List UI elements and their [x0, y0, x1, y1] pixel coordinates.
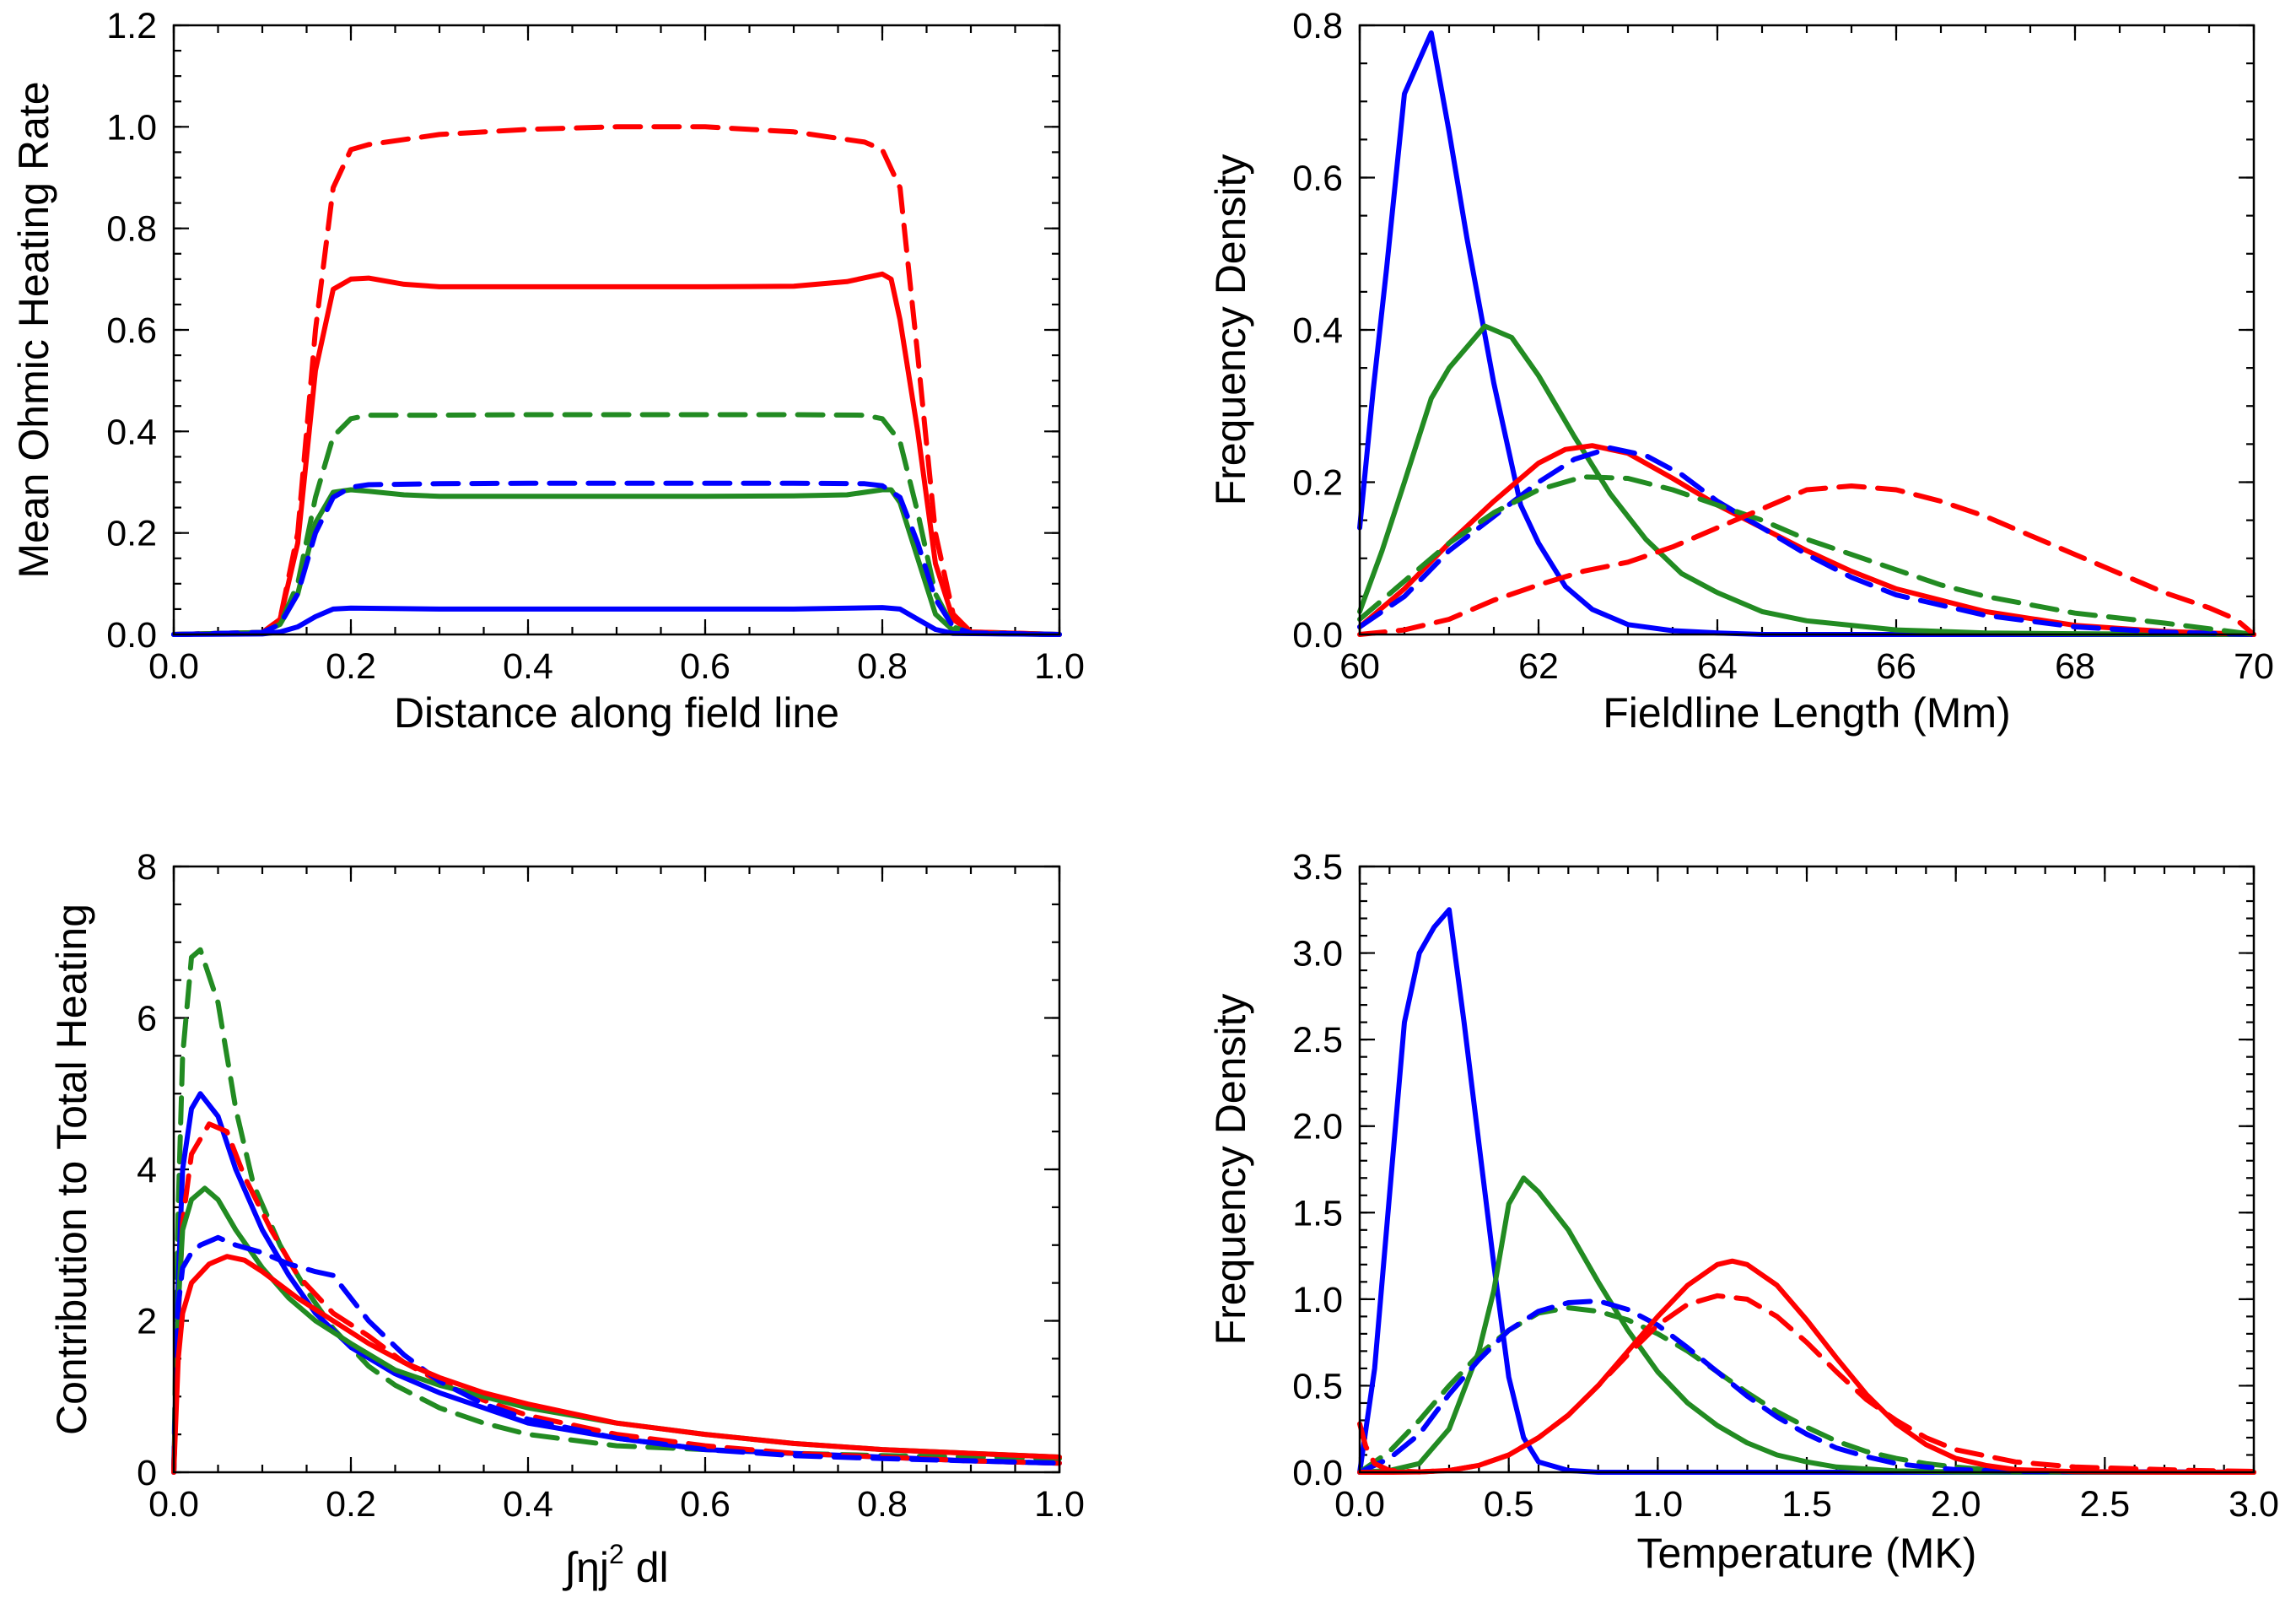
y-tick-label: 0.8	[1292, 6, 1343, 46]
series-line-red-dashed	[1357, 483, 2256, 637]
panel-ohmic-heating: 0.0 0.2 0.4 0.6 0.8 1.00.00.20.40.60.81.01.2 …	[10, 6, 1085, 737]
y-axis-label: Mean Ohmic Heating Rate	[10, 81, 57, 578]
x-tick-label: 64	[1697, 646, 1738, 687]
x-axis-label-superscript: 2	[609, 1539, 624, 1569]
series-line-red-dashed	[171, 124, 1062, 637]
y-tick-label: 0.5	[1292, 1366, 1343, 1406]
x-axis-label: Temperature (MK)	[1637, 1530, 1977, 1577]
x-tick-label: 62	[1518, 646, 1559, 687]
x-axis-label: Distance along field line	[394, 689, 839, 737]
y-tick-label: 2	[137, 1302, 157, 1342]
x-axis-label: ∫ηj2 dl	[562, 1539, 668, 1591]
series-line-red-solid	[171, 1254, 1062, 1475]
x-tick-label: 2.0	[1931, 1484, 1981, 1525]
series-line-green-dashed	[1357, 1305, 2256, 1475]
panel-temperature: 0.0 0.5 1.0 1.5 2.0 2.5 3.0 0.0 0.5 1.0 1.5 2.0 2.5 3…	[1207, 847, 2279, 1577]
y-tick-label: 0.4	[106, 412, 157, 452]
panel-heating-contribution-marks: 0.0 0.2 0.4 0.6 0.8 1.0 0 2 4 6 8	[137, 847, 1085, 1525]
x-tick-label: 60	[1339, 646, 1380, 687]
x-tick-label: 0.2	[326, 1484, 376, 1525]
panel-ohmic-heating-marks: 0.0 0.2 0.4 0.6 0.8 1.0 0.0 0.2 0.4 0.6 0.8 1.0 1.2	[106, 6, 1085, 687]
y-tick-label: 0.2	[1292, 463, 1343, 504]
x-tick-label: 1.0	[1632, 1484, 1683, 1525]
panel-fieldline-length: 60 62 64 66 68 70 0.0 0.2 0.4 0.6 0.8 Fieldline Le…	[1207, 6, 2274, 737]
x-tick-label: 0.6	[680, 1484, 730, 1525]
x-tick-label: 0.8	[857, 1484, 908, 1525]
y-tick-label: 8	[137, 847, 157, 888]
x-tick-label: 0.4	[503, 1484, 553, 1525]
y-tick-label: 2.5	[1292, 1020, 1343, 1061]
y-tick-label: 2.0	[1292, 1107, 1343, 1147]
x-tick-label: 3.0	[2229, 1484, 2279, 1525]
y-tick-label: 4	[137, 1150, 157, 1190]
series-line-green-dashed	[171, 412, 1062, 637]
x-tick-label: 1.0	[1034, 646, 1085, 687]
x-axis-label: Fieldline Length (Mm)	[1603, 689, 2011, 737]
x-tick-label: 1.5	[1781, 1484, 1832, 1525]
x-axis-label-main: ∫ηj	[562, 1544, 609, 1591]
y-tick-label: 0.0	[1292, 1453, 1343, 1493]
series-line-blue-solid	[1357, 30, 2256, 637]
y-tick-label: 1.0	[106, 107, 157, 148]
series-line-green-solid	[1357, 323, 2256, 637]
x-tick-label: 0.0	[148, 1484, 199, 1525]
y-tick-label: 0.6	[106, 310, 157, 351]
plot-frame	[172, 865, 1061, 1474]
y-tick-label: 0.6	[1292, 159, 1343, 199]
y-tick-label: 3.0	[1292, 934, 1343, 974]
y-tick-label: 1.2	[106, 6, 157, 46]
y-tick-label: 0.0	[106, 615, 157, 656]
series-line-blue-dashed	[171, 1234, 1062, 1475]
x-tick-label: 2.5	[2079, 1484, 2130, 1525]
y-tick-label: 0	[137, 1453, 157, 1493]
x-tick-label: 0.5	[1484, 1484, 1534, 1525]
y-tick-label: 6	[137, 999, 157, 1039]
series-line-red-dashed	[171, 1121, 1062, 1475]
y-tick-label: 0.8	[106, 209, 157, 250]
series-line-green-dashed	[1357, 474, 2256, 637]
y-axis-label: Frequency Density	[1207, 154, 1254, 506]
y-tick-label: 0.0	[1292, 615, 1343, 656]
series-line-blue-solid	[1357, 907, 2256, 1475]
x-tick-label: 68	[2055, 646, 2095, 687]
plot-frame	[1358, 24, 2256, 636]
x-axis-label-tail: dl	[624, 1544, 669, 1591]
panel-fieldline-length-marks: 60 62 64 66 68 70 0.0 0.2 0.4 0.6 0.8	[1292, 6, 2274, 687]
series-line-green-solid	[171, 487, 1062, 637]
y-axis-label: Contribution to Total Heating	[48, 904, 95, 1435]
y-tick-label: 0.4	[1292, 310, 1343, 351]
plot-frame	[172, 24, 1061, 636]
x-tick-label: 66	[1876, 646, 1916, 687]
y-tick-label: 0.2	[106, 514, 157, 554]
x-tick-label: 0.2	[326, 646, 376, 687]
series-line-blue-dashed	[171, 480, 1062, 637]
x-tick-label: 0.0	[1334, 1484, 1385, 1525]
y-tick-label: 1.0	[1292, 1280, 1343, 1320]
x-tick-label: 70	[2234, 646, 2274, 687]
panel-temperature-marks: 0.0 0.5 1.0 1.5 2.0 2.5 3.0 0.0 0.5 1.0 1.5 2.0 2.5 3…	[1292, 847, 2279, 1525]
y-tick-label: 3.5	[1292, 847, 1343, 888]
x-tick-label: 0.8	[857, 646, 908, 687]
y-tick-label: 1.5	[1292, 1193, 1343, 1233]
y-axis-label: Frequency Density	[1207, 994, 1254, 1346]
x-tick-label: 1.0	[1034, 1484, 1085, 1525]
series-line-red-solid	[171, 271, 1062, 637]
series-line-blue-dashed	[1357, 445, 2256, 637]
series-line-blue-solid	[171, 605, 1062, 637]
plot-frame	[1358, 865, 2256, 1474]
series-line-blue-dashed	[1357, 1298, 2256, 1475]
x-tick-label: 0.4	[503, 646, 553, 687]
x-tick-label: 0.6	[680, 646, 730, 687]
x-tick-label: 0.0	[148, 646, 199, 687]
